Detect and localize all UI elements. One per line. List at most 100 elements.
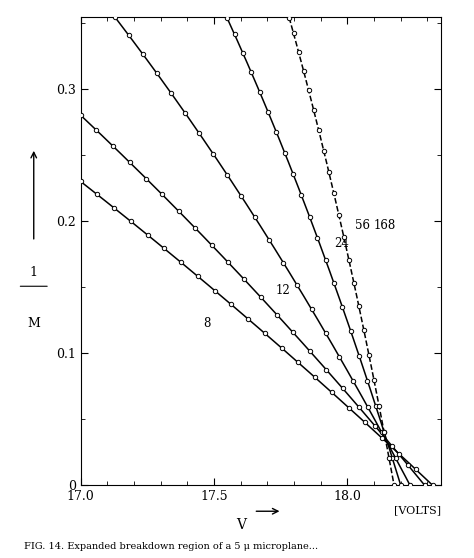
- Point: [345, 255, 353, 264]
- Point: [298, 191, 305, 200]
- Point: [289, 328, 297, 337]
- Point: [364, 403, 372, 412]
- Point: [261, 329, 269, 338]
- Point: [256, 88, 264, 97]
- Point: [306, 213, 313, 222]
- Point: [330, 279, 338, 288]
- Point: [153, 69, 160, 78]
- Point: [412, 465, 419, 474]
- Point: [280, 258, 287, 267]
- Point: [311, 373, 319, 382]
- Point: [429, 481, 437, 490]
- Point: [125, 31, 133, 40]
- Text: 56: 56: [356, 219, 370, 232]
- Point: [278, 344, 285, 353]
- Point: [336, 353, 343, 362]
- Point: [160, 244, 168, 253]
- Point: [315, 126, 322, 134]
- Text: [VOLTS]: [VOLTS]: [394, 505, 441, 515]
- Point: [177, 258, 184, 267]
- Point: [361, 418, 369, 427]
- Point: [371, 422, 379, 431]
- Point: [240, 275, 248, 283]
- Point: [175, 206, 182, 215]
- Text: V: V: [237, 518, 246, 532]
- Point: [265, 236, 273, 245]
- Point: [247, 68, 255, 77]
- Point: [208, 240, 215, 249]
- Point: [320, 146, 328, 155]
- Point: [355, 402, 362, 411]
- Point: [347, 326, 355, 335]
- Point: [322, 256, 329, 264]
- Point: [390, 481, 398, 490]
- Point: [142, 174, 150, 183]
- Point: [195, 128, 202, 137]
- Point: [325, 167, 333, 176]
- Point: [340, 233, 347, 242]
- Point: [239, 49, 246, 57]
- Point: [126, 158, 133, 167]
- Point: [378, 434, 386, 442]
- Point: [293, 281, 301, 290]
- Point: [335, 210, 343, 219]
- Point: [223, 13, 231, 22]
- Text: 12: 12: [275, 283, 290, 297]
- Point: [314, 233, 321, 242]
- Point: [385, 454, 393, 463]
- Point: [338, 302, 346, 311]
- Text: 168: 168: [374, 219, 396, 232]
- Point: [421, 481, 428, 490]
- Point: [285, 13, 293, 22]
- Point: [92, 126, 100, 134]
- Point: [273, 311, 281, 320]
- Point: [380, 427, 388, 436]
- Point: [350, 278, 358, 287]
- Point: [251, 213, 259, 222]
- Point: [389, 454, 396, 463]
- Point: [237, 191, 245, 200]
- Text: 8: 8: [203, 316, 211, 330]
- Point: [295, 47, 302, 56]
- Point: [345, 403, 353, 412]
- Point: [404, 461, 412, 470]
- Point: [110, 203, 118, 212]
- Point: [139, 50, 146, 59]
- Point: [365, 350, 373, 359]
- Point: [380, 427, 388, 436]
- Point: [181, 108, 189, 117]
- Point: [109, 142, 117, 151]
- Point: [388, 441, 395, 450]
- Point: [330, 189, 337, 198]
- Point: [281, 148, 288, 157]
- Point: [378, 428, 385, 437]
- Point: [308, 305, 316, 314]
- Point: [370, 376, 378, 384]
- Text: M: M: [27, 317, 40, 330]
- Point: [191, 224, 199, 233]
- Point: [355, 302, 363, 311]
- Point: [224, 257, 231, 266]
- Point: [406, 481, 414, 490]
- Point: [244, 314, 252, 323]
- Point: [356, 351, 363, 360]
- Point: [289, 169, 297, 178]
- Point: [77, 177, 84, 186]
- Point: [93, 190, 100, 199]
- Point: [392, 454, 400, 463]
- Point: [339, 384, 346, 393]
- Point: [300, 66, 308, 75]
- Point: [294, 358, 302, 367]
- Point: [349, 377, 357, 386]
- Point: [322, 365, 330, 374]
- Point: [144, 230, 151, 239]
- Point: [264, 107, 272, 116]
- Point: [111, 13, 118, 22]
- Text: 1: 1: [30, 266, 38, 279]
- Point: [77, 110, 84, 119]
- Text: 24: 24: [334, 238, 349, 251]
- Point: [364, 376, 371, 385]
- Point: [167, 89, 175, 98]
- Text: FIG. 14. Expanded breakdown region of a 5 μ microplane...: FIG. 14. Expanded breakdown region of a …: [24, 542, 318, 551]
- Point: [372, 402, 380, 411]
